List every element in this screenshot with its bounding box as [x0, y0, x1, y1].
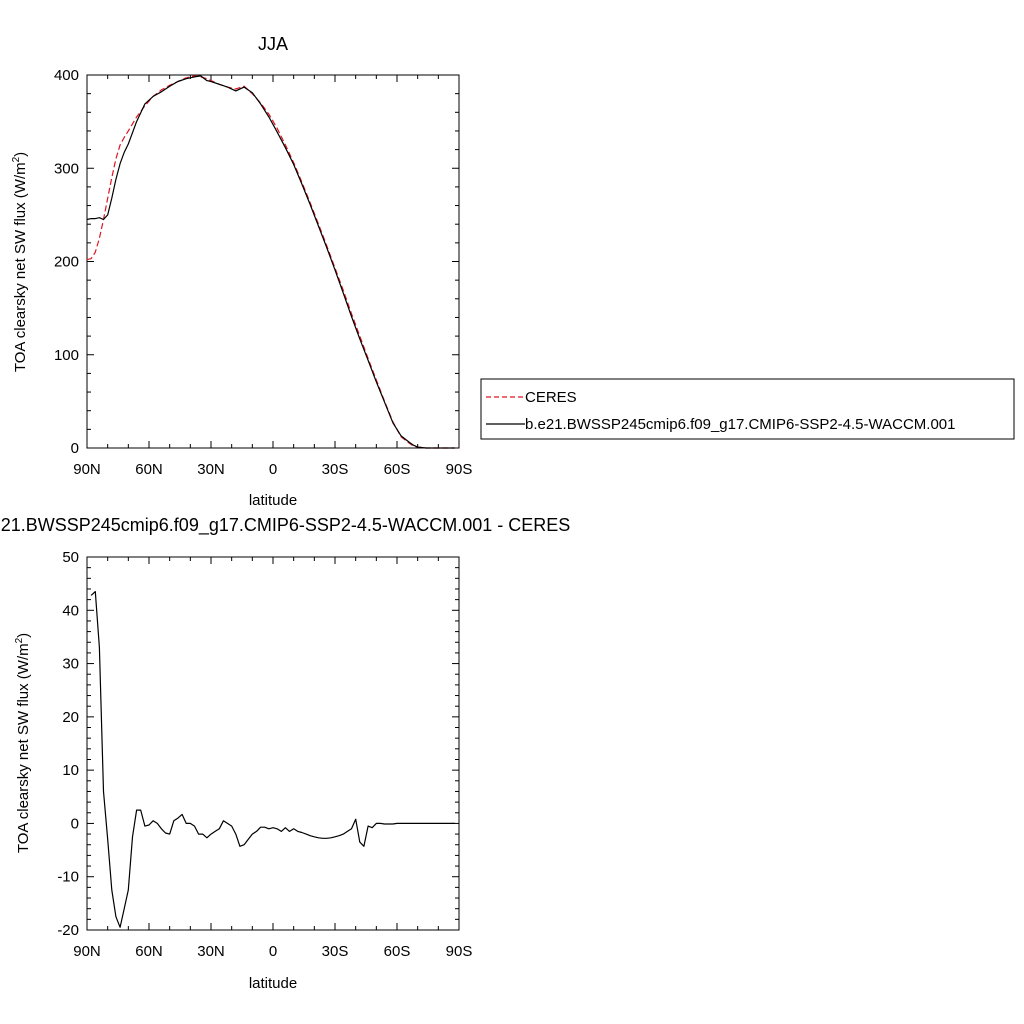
bottom-y-tick-label: 0 [71, 815, 79, 832]
top-x-tick-label: 30S [322, 461, 349, 478]
legend-label-model: b.e21.BWSSP245cmip6.f09_g17.CMIP6-SSP2-4… [525, 416, 955, 433]
bottom-y-axis-label: TOA clearsky net SW flux (W/m2) [14, 633, 32, 853]
top-chart-title: JJA [258, 34, 288, 54]
top-y-axis-label-main: TOA clearsky net SW flux (W/m [12, 162, 29, 372]
bottom-y-axis: -20 -10 0 10 20 30 40 50 [57, 549, 459, 939]
top-x-tick-label: 0 [269, 461, 277, 478]
top-x-tick-label: 60S [384, 461, 411, 478]
top-series-line-0 [86, 75, 455, 449]
bottom-series-group [90, 590, 455, 928]
bottom-y-tick-label: 50 [62, 549, 79, 566]
bottom-x-tick-label: 90N [73, 943, 101, 960]
top-y-axis-label-sup: 2 [11, 156, 22, 162]
bottom-y-axis-label-end: ) [15, 633, 32, 638]
bottom-y-tick-label: 20 [62, 709, 79, 726]
bottom-series-line-0 [90, 590, 455, 928]
bottom-y-tick-label: 40 [62, 602, 79, 619]
top-panel: JJA 0 100 200 300 400 90N 60N 30N 0 30S 60S 90S la… [11, 34, 472, 509]
bottom-y-axis-label-sup: 2 [14, 637, 25, 643]
legend-box [480, 378, 1015, 440]
legend-label-ceres: CERES [525, 389, 577, 406]
top-y-tick-label: 0 [71, 440, 79, 457]
bottom-y-axis-label-main: TOA clearsky net SW flux (W/m [15, 643, 32, 853]
bottom-x-tick-label: 60S [384, 943, 411, 960]
top-y-tick-label: 300 [54, 160, 79, 177]
top-series-line-1 [86, 75, 455, 449]
top-series-group [86, 75, 455, 449]
top-x-axis-label: latitude [249, 492, 297, 509]
legend: CERES b.e21.BWSSP245cmip6.f09_g17.CMIP6-… [480, 378, 1015, 440]
top-x-tick-label: 90S [446, 461, 473, 478]
bottom-y-tick-label: 10 [62, 762, 79, 779]
bottom-x-tick-label: 30N [197, 943, 225, 960]
bottom-x-axis-label: latitude [249, 975, 297, 992]
top-y-tick-label: 200 [54, 254, 79, 271]
bottom-y-tick-label: -20 [57, 922, 79, 939]
bottom-x-tick-label: 90S [446, 943, 473, 960]
bottom-x-axis: 90N 60N 30N 0 30S 60S 90S [73, 557, 472, 960]
bottom-x-tick-label: 0 [269, 943, 277, 960]
top-x-tick-label: 30N [197, 461, 225, 478]
bottom-chart-title: b.e21.BWSSP245cmip6.f09_g17.CMIP6-SSP2-4… [0, 515, 570, 536]
bottom-y-tick-label: 30 [62, 656, 79, 673]
top-plot-frame [86, 74, 460, 449]
bottom-x-tick-label: 30S [322, 943, 349, 960]
bottom-y-tick-label: -10 [57, 869, 79, 886]
bottom-x-tick-label: 60N [135, 943, 163, 960]
top-y-axis-label-end: ) [12, 152, 29, 157]
top-x-tick-label: 90N [73, 461, 101, 478]
top-y-axis-label: TOA clearsky net SW flux (W/m2) [11, 152, 29, 372]
bottom-plot-frame [86, 556, 460, 931]
top-y-axis: 0 100 200 300 400 [54, 67, 459, 457]
top-y-tick-label: 400 [54, 67, 79, 84]
top-x-tick-label: 60N [135, 461, 163, 478]
top-x-axis: 90N 60N 30N 0 30S 60S 90S [73, 75, 472, 478]
bottom-panel: b.e21.BWSSP245cmip6.f09_g17.CMIP6-SSP2-4… [0, 515, 570, 992]
top-y-tick-label: 100 [54, 347, 79, 364]
